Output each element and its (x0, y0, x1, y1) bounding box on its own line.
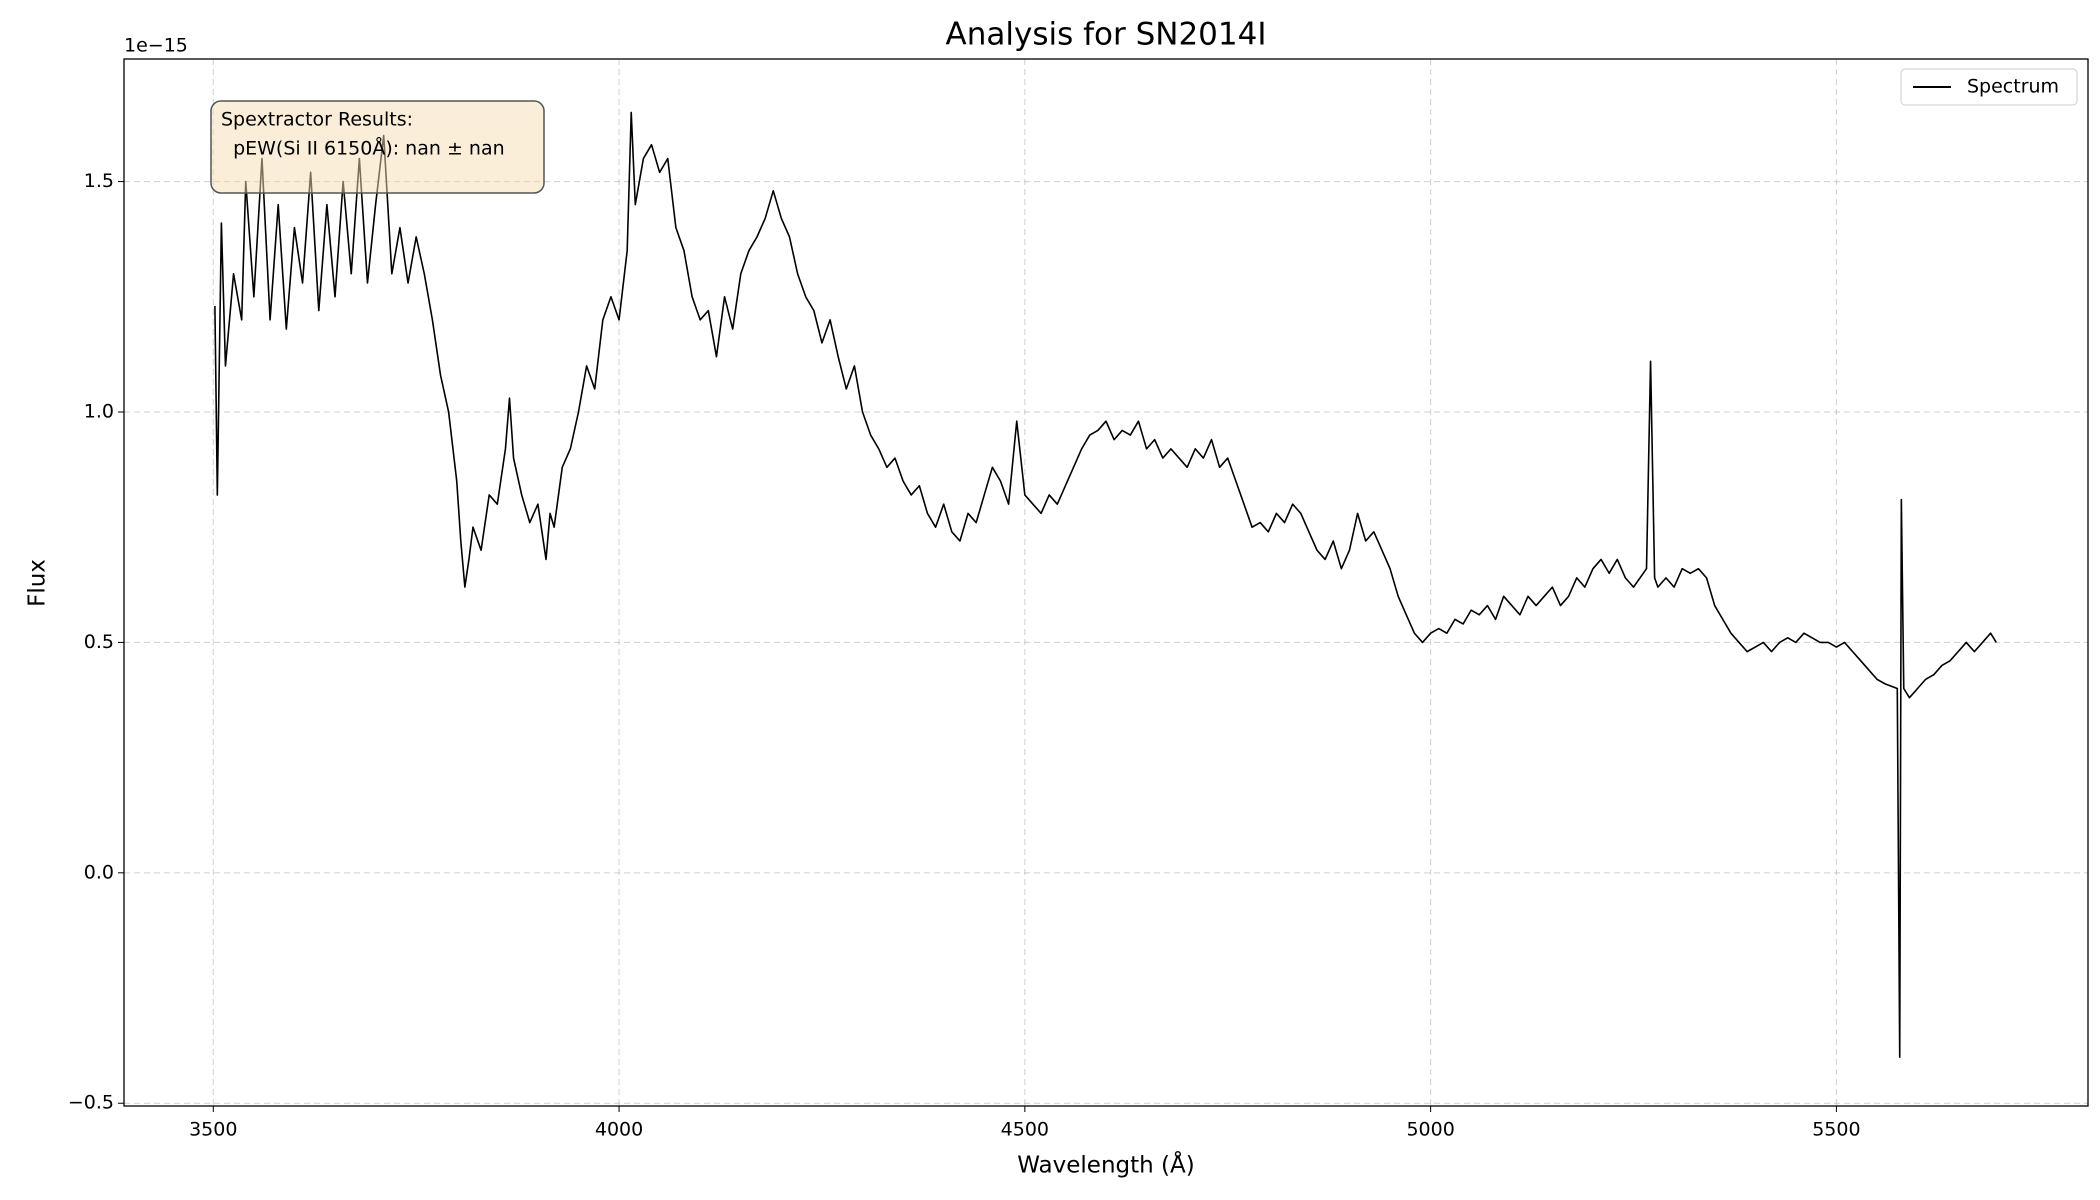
x-tick-label: 3500 (189, 1119, 237, 1141)
y-tick-label: 0.5 (84, 631, 114, 653)
x-tick-label: 5500 (1812, 1119, 1860, 1141)
x-axis-label: Wavelength (Å) (1017, 1151, 1194, 1179)
annotation-box (210, 100, 545, 194)
axes-frame (123, 58, 2089, 1107)
legend: Spectrum (1900, 68, 2078, 106)
annotation-text: Spextractor Results: (221, 109, 413, 131)
annotation-text: pEW(Si II 6150Å): nan ± nan (221, 137, 505, 160)
y-axis-label: Flux (25, 559, 51, 607)
y-tick-label: 1.5 (84, 170, 114, 192)
legend-label: Spectrum (1967, 76, 2059, 98)
x-tick-label: 5000 (1406, 1119, 1454, 1141)
x-tick-label: 4500 (1001, 1119, 1049, 1141)
y-offset-label: 1e−15 (124, 35, 188, 57)
annotation: Spextractor Results: pEW(Si II 6150Å): n… (210, 100, 545, 194)
legend-box (1900, 68, 2078, 106)
y-tick-label: −0.5 (68, 1092, 114, 1114)
chart-title: Analysis for SN2014I (946, 17, 1267, 53)
y-tick-label: 0.0 (84, 861, 114, 883)
y-tick-label: 1.0 (84, 400, 114, 422)
spectrum-line (214, 111, 1997, 1058)
x-tick-label: 4000 (595, 1119, 643, 1141)
